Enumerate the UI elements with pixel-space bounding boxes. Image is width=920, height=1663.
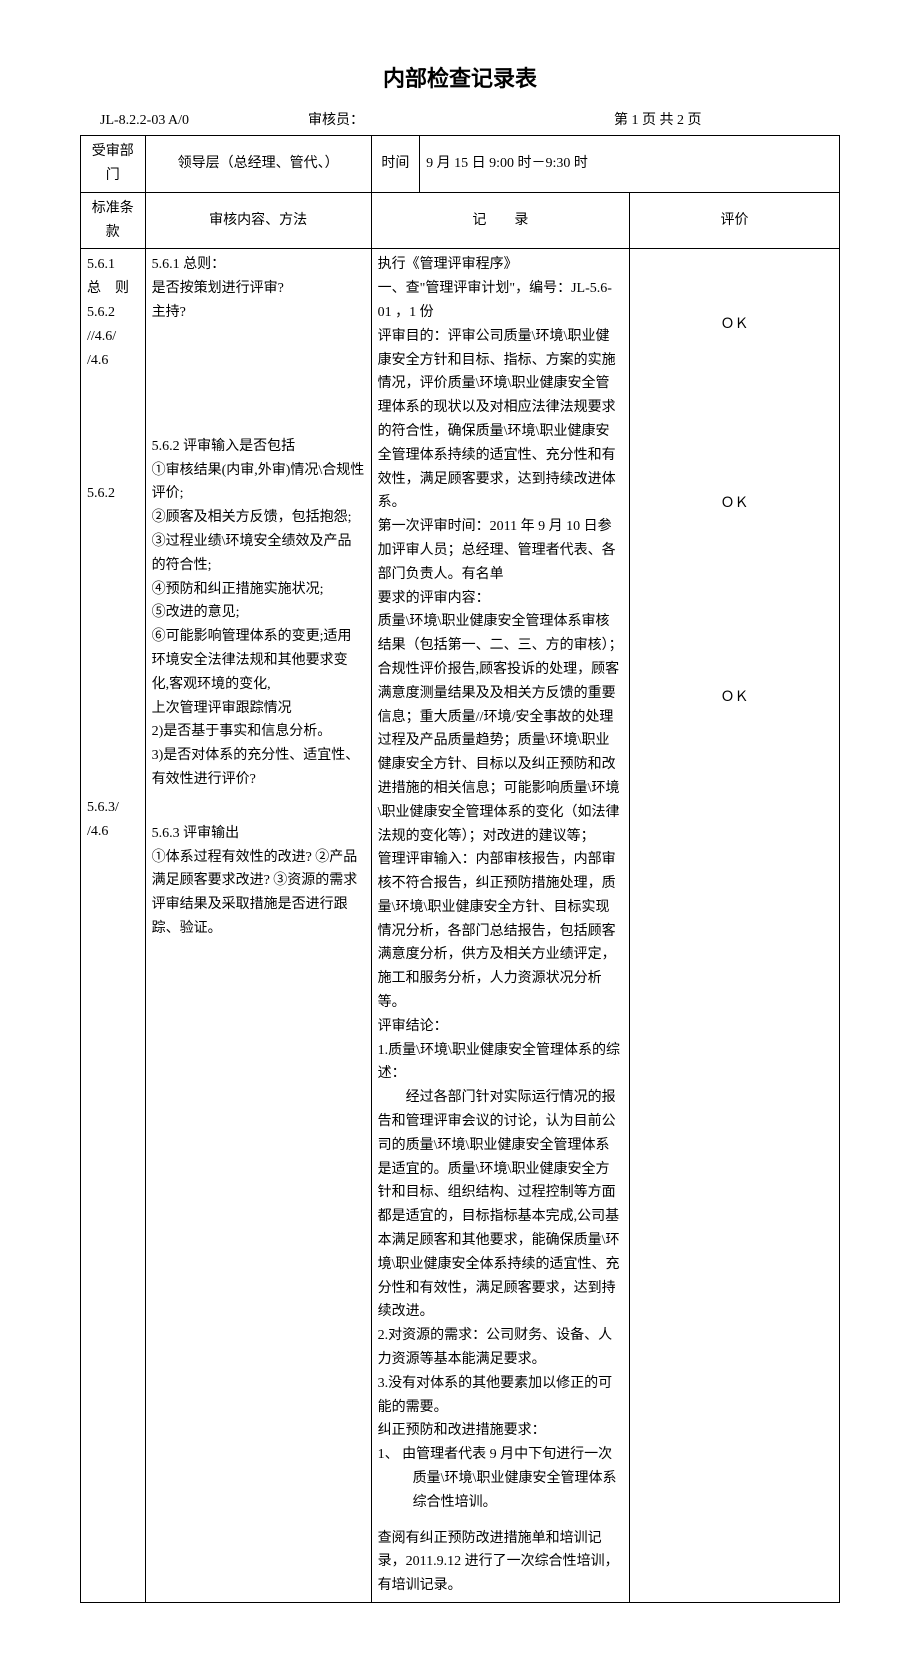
content-text: 是否按策划进行评审? bbox=[152, 277, 365, 301]
content-text: 3)是否对体系的充分性、适宜性、有效性进行评价? bbox=[152, 744, 365, 792]
record-text: 纠正预防和改进措施要求： bbox=[378, 1419, 623, 1443]
record-text: 1.质量\环境\职业健康安全管理体系的综述： bbox=[378, 1039, 623, 1087]
content-text: 上次管理评审跟踪情况 bbox=[152, 697, 365, 721]
content-text: ③过程业绩\环境安全绩效及产品的符合性; bbox=[152, 530, 365, 578]
record-text: 评审结论： bbox=[378, 1015, 623, 1039]
record-text: 管理评审输入：内部审核报告，内部审核不符合报告，纠正预防措施处理，质量\环境\职… bbox=[378, 848, 623, 1015]
clause-text: /4.6 bbox=[87, 820, 139, 844]
clause-text: //4.6/ bbox=[87, 325, 139, 349]
content-text: 主持? bbox=[152, 301, 365, 325]
content-text: 2)是否基于事实和信息分析。 bbox=[152, 720, 365, 744]
col-eval: 评价 bbox=[630, 192, 840, 249]
dept-value: 领导层（总经理、管代、） bbox=[145, 136, 371, 193]
content-text: ②顾客及相关方反馈，包括抱怨; bbox=[152, 506, 365, 530]
record-text: 2.对资源的需求：公司财务、设备、人力资源等基本能满足要求。 bbox=[378, 1324, 623, 1372]
content-text: ①审核结果(内审,外审)情况\合规性评价; bbox=[152, 459, 365, 507]
body-row: 5.6.1 总 则 5.6.2 //4.6/ /4.6 5.6.2 5.6.3/… bbox=[81, 249, 840, 1603]
eval-cell: ＯＫ ＯＫ ＯＫ bbox=[630, 249, 840, 1603]
dept-label: 受审部门 bbox=[81, 136, 146, 193]
content-text: 5.6.2 评审输入是否包括 bbox=[152, 435, 365, 459]
record-text: 执行《管理评审程序》 bbox=[378, 253, 623, 277]
time-value: 9 月 15 日 9:00 时－9:30 时 bbox=[420, 136, 840, 193]
content-text: 5.6.3 评审输出 bbox=[152, 822, 365, 846]
document-title: 内部检查记录表 bbox=[80, 60, 840, 97]
clause-text: 5.6.2 bbox=[87, 482, 139, 506]
form-number: JL-8.2.2-03 A/0 bbox=[80, 109, 308, 133]
record-text: 经过各部门针对实际运行情况的报告和管理评审会议的讨论，认为目前公司的质量\环境\… bbox=[378, 1086, 623, 1324]
content-text: ⑥可能影响管理体系的变更;适用环境安全法律法规和其他要求变化,客观环境的变化, bbox=[152, 625, 365, 696]
record-text: 3.没有对体系的其他要素加以修正的可能的需要。 bbox=[378, 1372, 623, 1420]
content-text: 5.6.1 总则： bbox=[152, 253, 365, 277]
meta-row: 受审部门 领导层（总经理、管代、） 时间 9 月 15 日 9:00 时－9:3… bbox=[81, 136, 840, 193]
eval-text: ＯＫ bbox=[636, 313, 833, 337]
col-record: 记 录 bbox=[371, 192, 629, 249]
clause-text: 5.6.3/ bbox=[87, 796, 139, 820]
record-text: 查阅有纠正预防改进措施单和培训记录，2011.9.12 进行了一次综合性培训，有… bbox=[378, 1527, 623, 1598]
auditor-label: 审核员： bbox=[308, 109, 574, 133]
col-content: 审核内容、方法 bbox=[145, 192, 371, 249]
page-info: 第 1 页 共 2 页 bbox=[574, 109, 840, 133]
eval-text: ＯＫ bbox=[636, 492, 833, 516]
record-cell: 执行《管理评审程序》 一、查"管理评审计划"，编号：JL-5.6-01 ，1 份… bbox=[371, 249, 629, 1603]
clause-cell: 5.6.1 总 则 5.6.2 //4.6/ /4.6 5.6.2 5.6.3/… bbox=[81, 249, 146, 1603]
content-text: ④预防和纠正措施实施状况; bbox=[152, 578, 365, 602]
clause-text: 5.6.2 bbox=[87, 301, 139, 325]
record-text: 1、 由管理者代表 9 月中下旬进行一次质量\环境\职业健康安全管理体系综合性培… bbox=[378, 1443, 623, 1514]
record-text: 第一次评审时间：2011 年 9 月 10 日参加评审人员；总经理、管理者代表、… bbox=[378, 515, 623, 586]
time-label: 时间 bbox=[371, 136, 419, 193]
header-columns: 标准条款 审核内容、方法 记 录 评价 bbox=[81, 192, 840, 249]
clause-text: 5.6.1 bbox=[87, 253, 139, 277]
clause-text: /4.6 bbox=[87, 349, 139, 373]
clause-text: 总 则 bbox=[87, 277, 139, 301]
header-row: JL-8.2.2-03 A/0 审核员： 第 1 页 共 2 页 bbox=[80, 109, 840, 133]
content-text: ⑤改进的意见; bbox=[152, 601, 365, 625]
content-cell: 5.6.1 总则： 是否按策划进行评审? 主持? 5.6.2 评审输入是否包括 … bbox=[145, 249, 371, 1603]
record-text: 一、查"管理评审计划"，编号：JL-5.6-01 ，1 份 bbox=[378, 277, 623, 325]
col-clause: 标准条款 bbox=[81, 192, 146, 249]
record-text: 评审目的：评审公司质量\环境\职业健康安全方针和目标、指标、方案的实施情况，评价… bbox=[378, 325, 623, 515]
content-text: ①体系过程有效性的改进? ②产品满足顾客要求改进? ③资源的需求评审结果及采取措… bbox=[152, 846, 365, 941]
record-text: 质量\环境\职业健康安全管理体系审核结果（包括第一、二、三、方的审核）；合规性评… bbox=[378, 610, 623, 848]
record-text: 要求的评审内容： bbox=[378, 587, 623, 611]
audit-table: 受审部门 领导层（总经理、管代、） 时间 9 月 15 日 9:00 时－9:3… bbox=[80, 135, 840, 1603]
eval-text: ＯＫ bbox=[636, 686, 833, 710]
